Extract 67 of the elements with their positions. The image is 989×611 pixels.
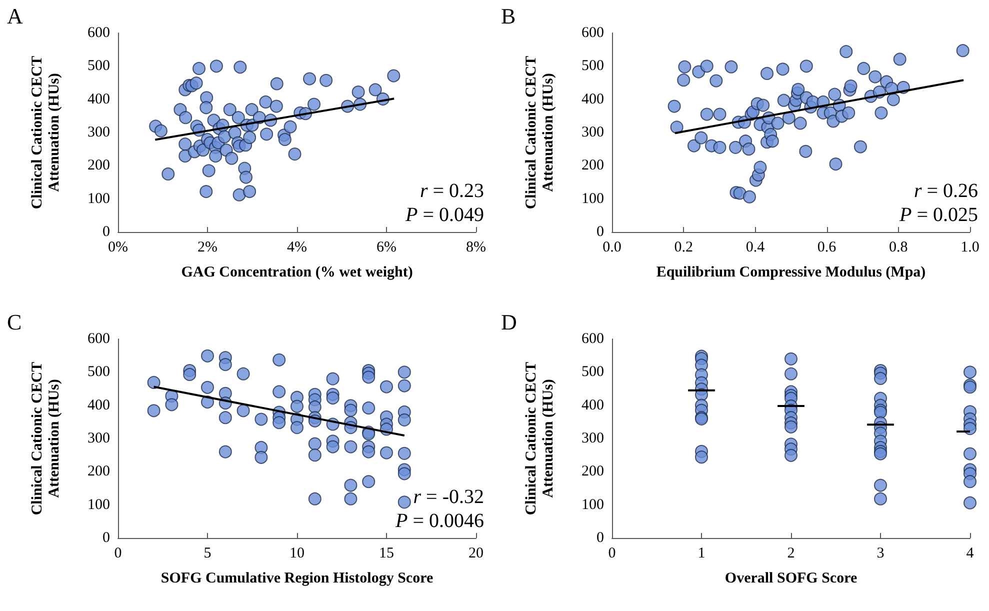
annotation: P = 0.049 xyxy=(404,204,484,226)
y-tick-label: 200 xyxy=(582,158,604,174)
x-tick-label: 2% xyxy=(198,240,218,256)
chart-title: C xyxy=(7,309,22,334)
x-tick-label: 0.2 xyxy=(674,240,693,256)
y-tick-label: 400 xyxy=(88,396,110,413)
y-axis-title: Clinical Cationic CECT Attenuation (HUs) xyxy=(524,56,556,210)
y-tick-label: 300 xyxy=(582,124,604,140)
y-tick-label: 400 xyxy=(88,91,110,108)
y-tick-label: 300 xyxy=(88,430,110,446)
y-tick-label: 400 xyxy=(582,396,604,413)
x-tick-label: 15 xyxy=(379,545,394,561)
y-tick-label: 0 xyxy=(102,530,110,546)
x-axis-title: Equilibrium Compressive Modulus (Mpa) xyxy=(656,264,926,280)
x-tick-label: 1 xyxy=(698,545,706,561)
y-tick-label: 200 xyxy=(88,463,110,480)
x-tick-label: 2 xyxy=(787,545,795,561)
y-tick-label: 100 xyxy=(88,496,110,512)
x-tick-label: 0.6 xyxy=(817,240,837,256)
y-tick-label: 100 xyxy=(88,190,110,207)
chart-title: B xyxy=(501,4,516,28)
y-tick-label: 500 xyxy=(88,364,110,380)
y-axis-title: Clinical Cationic CECT Attenuation (HUs) xyxy=(30,361,62,515)
y-tick-label: 0 xyxy=(102,224,110,240)
y-tick-label: 300 xyxy=(582,430,604,446)
x-tick-label: 10 xyxy=(290,545,304,561)
y-tick-label: 500 xyxy=(582,364,604,380)
x-tick-label: 4% xyxy=(287,240,307,256)
x-tick-label: 0% xyxy=(108,240,128,256)
y-tick-label: 200 xyxy=(88,158,110,174)
x-tick-label: 3 xyxy=(876,545,884,561)
chart-title: A xyxy=(7,4,23,28)
y-tick-label: 600 xyxy=(582,25,604,41)
y-tick-label: 0 xyxy=(596,530,604,546)
y-tick-label: 400 xyxy=(582,91,604,108)
annotation: P = 0.0046 xyxy=(394,510,484,532)
y-tick-label: 500 xyxy=(88,58,110,74)
x-axis-title: SOFG Cumulative Region Histology Score xyxy=(160,570,434,586)
x-tick-label: 1.0 xyxy=(960,240,980,256)
x-tick-label: 4 xyxy=(966,545,974,561)
x-tick-label: 20 xyxy=(468,545,484,561)
y-tick-label: 0 xyxy=(596,224,604,240)
y-tick-label: 200 xyxy=(582,463,604,480)
annotation: P = 0.025 xyxy=(898,204,978,226)
y-axis-title: Clinical Cationic CECT Attenuation (HUs) xyxy=(30,56,62,210)
y-tick-label: 100 xyxy=(582,190,604,207)
y-axis-title: Clinical Cationic CECT Attenuation (HUs) xyxy=(524,361,556,515)
x-tick-label: 8% xyxy=(466,240,486,256)
y-tick-label: 600 xyxy=(582,330,604,346)
y-tick-label: 300 xyxy=(88,124,110,140)
chart-title: D xyxy=(501,309,517,334)
x-tick-label: 6% xyxy=(376,240,396,256)
x-tick-label: 0 xyxy=(114,545,122,561)
x-tick-label: 0 xyxy=(608,545,616,561)
y-tick-label: 100 xyxy=(582,496,604,512)
x-tick-label: 5 xyxy=(204,545,212,561)
annotation: r = 0.23 xyxy=(420,180,484,202)
x-tick-label: 0.8 xyxy=(889,240,908,256)
x-axis-title: Overall SOFG Score xyxy=(724,570,858,586)
x-tick-label: 0.0 xyxy=(602,240,622,256)
x-tick-label: 0.4 xyxy=(746,240,766,256)
y-tick-label: 600 xyxy=(88,25,110,41)
annotation: r = 0.26 xyxy=(914,180,978,202)
y-tick-label: 500 xyxy=(582,58,604,74)
annotation: r = -0.32 xyxy=(413,486,484,508)
y-tick-label: 600 xyxy=(88,330,110,346)
x-axis-title: GAG Concentration (% wet weight) xyxy=(181,264,413,280)
